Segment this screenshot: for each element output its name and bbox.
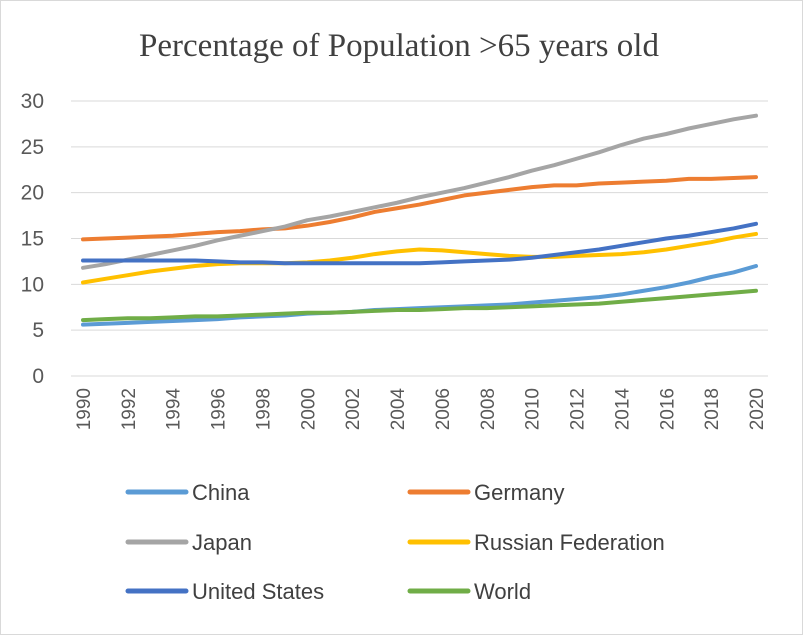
series-line-japan — [81, 113, 758, 270]
x-tick-label: 2010 — [523, 388, 544, 430]
legend-label: Germany — [474, 480, 564, 505]
series-line-world — [81, 288, 758, 323]
x-tick-label: 1996 — [209, 388, 230, 430]
y-tick-label: 15 — [21, 228, 44, 251]
legend: China Germany Japan Russian Federation Unite… — [125, 480, 665, 604]
y-axis-ticks: 0 5 10 15 20 25 30 — [21, 90, 44, 388]
x-tick-label: 2020 — [747, 388, 768, 430]
legend-label: United States — [192, 579, 324, 604]
y-tick-label: 10 — [21, 273, 44, 296]
x-tick-label: 2018 — [702, 388, 723, 430]
x-tick-label: 2000 — [298, 388, 319, 430]
series-line-germany — [81, 175, 758, 242]
x-tick-label: 1994 — [164, 388, 185, 431]
chart-title: Percentage of Population >65 years old — [139, 28, 659, 64]
x-tick-label: 2002 — [343, 388, 364, 430]
x-tick-label: 2008 — [478, 388, 499, 430]
x-tick-label: 2016 — [657, 388, 678, 430]
y-tick-label: 25 — [21, 136, 44, 159]
x-tick-label: 2004 — [388, 388, 409, 431]
legend-item: China — [125, 480, 250, 505]
legend-label: Japan — [192, 530, 252, 555]
y-tick-label: 30 — [21, 90, 44, 113]
x-tick-label: 2006 — [433, 388, 454, 430]
series-line-united-states — [81, 221, 758, 266]
x-tick-label: 2012 — [568, 388, 589, 430]
legend-item: Germany — [407, 480, 564, 505]
legend-item: Japan — [125, 530, 252, 555]
series-line-russian-federation — [81, 231, 758, 285]
y-tick-label: 20 — [21, 182, 44, 205]
x-tick-label: 2014 — [612, 388, 633, 431]
x-tick-label: 1998 — [253, 388, 274, 430]
legend-label: World — [474, 579, 531, 604]
x-axis-ticks: 1990 1992 1994 1996 1998 2000 2002 2004 2006 2008… — [74, 388, 768, 431]
y-tick-label: 0 — [32, 365, 44, 388]
legend-item: Russian Federation — [407, 530, 665, 555]
legend-label: Russian Federation — [474, 530, 665, 555]
y-tick-label: 5 — [32, 319, 44, 342]
legend-item: United States — [125, 579, 324, 604]
x-tick-label: 1992 — [119, 388, 140, 430]
x-tick-label: 1990 — [74, 388, 95, 430]
legend-label: China — [192, 480, 250, 505]
legend-item: World — [407, 579, 531, 604]
series-lines — [81, 113, 758, 327]
gridlines — [71, 100, 768, 377]
